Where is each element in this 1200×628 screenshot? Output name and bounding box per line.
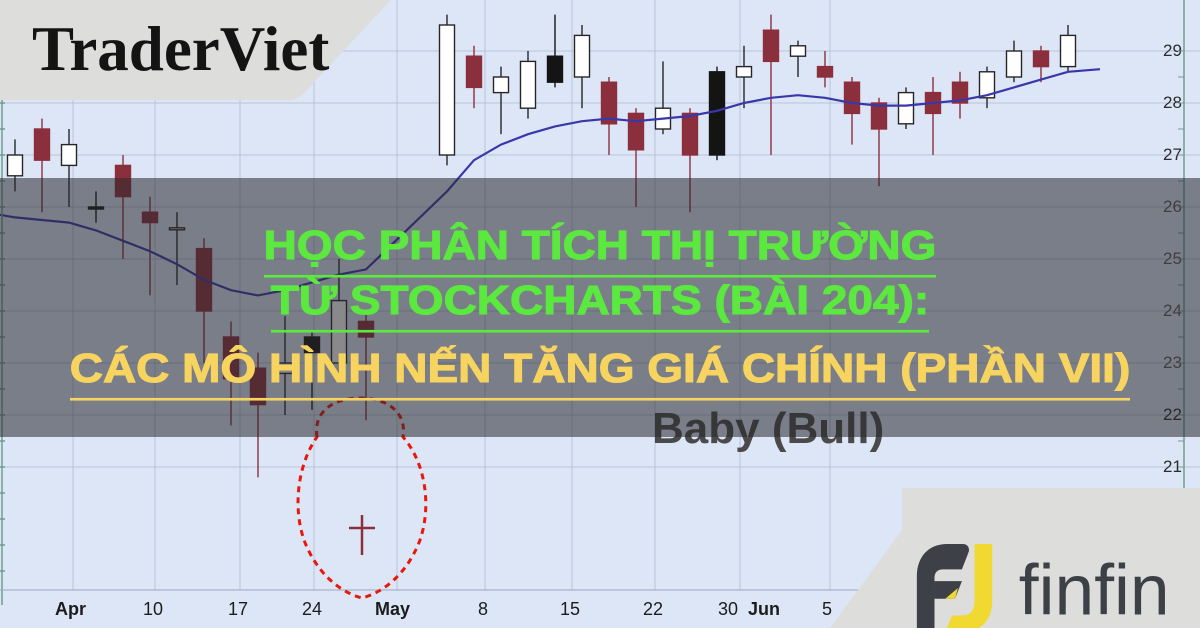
- svg-text:17: 17: [228, 599, 248, 619]
- svg-text:24: 24: [302, 599, 322, 619]
- svg-text:22: 22: [643, 599, 663, 619]
- svg-text:Apr: Apr: [55, 599, 86, 619]
- svg-text:finfin: finfin: [1019, 550, 1170, 628]
- svg-text:May: May: [375, 599, 410, 619]
- svg-text:15: 15: [560, 599, 580, 619]
- svg-text:30: 30: [718, 599, 738, 619]
- svg-text:10: 10: [143, 599, 163, 619]
- svg-text:8: 8: [478, 599, 488, 619]
